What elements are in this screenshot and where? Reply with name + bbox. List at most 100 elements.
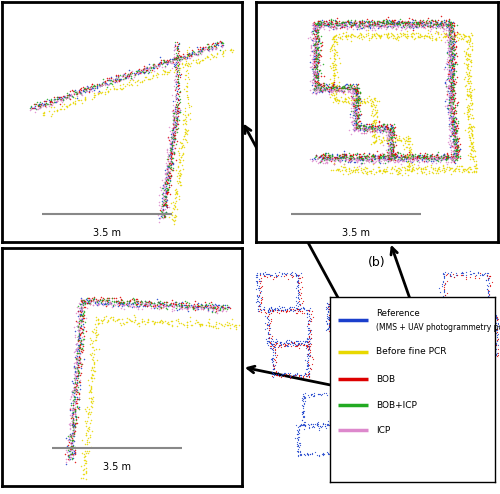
Point	[428, 153, 436, 161]
Point	[266, 303, 274, 311]
Point	[168, 57, 176, 65]
Point	[66, 450, 74, 457]
Point	[164, 59, 172, 67]
Point	[160, 200, 168, 207]
Point	[173, 189, 181, 197]
Point	[416, 19, 424, 27]
Point	[451, 317, 459, 325]
Point	[170, 54, 178, 62]
Point	[346, 80, 354, 88]
Point	[408, 340, 416, 348]
Point	[182, 53, 190, 61]
Point	[314, 40, 322, 48]
Point	[372, 101, 380, 109]
Point	[304, 356, 312, 364]
Point	[404, 171, 412, 179]
Point	[82, 419, 90, 427]
Point	[80, 335, 88, 343]
Point	[172, 93, 180, 101]
Point	[470, 348, 478, 356]
Point	[406, 363, 414, 370]
Point	[386, 321, 394, 329]
Point	[368, 157, 376, 165]
Point	[334, 332, 342, 340]
Point	[450, 82, 458, 90]
Point	[346, 157, 354, 165]
Point	[312, 75, 320, 82]
Point	[415, 407, 423, 414]
Point	[370, 131, 378, 139]
Point	[318, 86, 326, 94]
Point	[81, 459, 89, 467]
Point	[351, 85, 359, 93]
Point	[396, 397, 404, 405]
Point	[324, 300, 332, 308]
Point	[70, 406, 78, 413]
Point	[450, 125, 458, 133]
Point	[68, 413, 76, 421]
Point	[444, 18, 452, 26]
Point	[372, 158, 380, 165]
Point	[164, 175, 172, 183]
Point	[450, 313, 458, 321]
Point	[436, 154, 444, 162]
Point	[126, 302, 134, 310]
Point	[76, 353, 84, 361]
Point	[454, 165, 462, 173]
Point	[312, 57, 320, 65]
Point	[448, 27, 456, 35]
Point	[350, 18, 358, 26]
Point	[328, 36, 336, 43]
Point	[428, 404, 436, 412]
Point	[196, 321, 203, 329]
Point	[354, 156, 362, 164]
Point	[299, 419, 307, 427]
Point	[336, 17, 344, 25]
Point	[463, 371, 471, 379]
Point	[449, 26, 457, 34]
Point	[46, 98, 54, 106]
Point	[387, 165, 395, 173]
Point	[76, 327, 84, 335]
Point	[348, 327, 356, 335]
Point	[326, 311, 334, 319]
Point	[118, 71, 126, 79]
Point	[76, 311, 84, 319]
Point	[450, 335, 458, 343]
Point	[386, 430, 394, 438]
Point	[319, 60, 327, 68]
Point	[409, 19, 417, 27]
Point	[146, 297, 154, 305]
Point	[358, 420, 366, 428]
Point	[141, 297, 149, 305]
Point	[276, 371, 284, 379]
Point	[395, 18, 403, 26]
Point	[443, 405, 451, 413]
Point	[446, 75, 454, 82]
Point	[388, 121, 396, 129]
Point	[115, 298, 123, 306]
Point	[340, 420, 347, 428]
Point	[178, 55, 186, 63]
Point	[386, 314, 394, 322]
Point	[139, 68, 147, 76]
Point	[68, 409, 76, 417]
Point	[450, 129, 458, 137]
Point	[74, 374, 82, 382]
Point	[188, 50, 196, 58]
Point	[176, 95, 184, 103]
Point	[380, 21, 388, 29]
Point	[217, 320, 225, 328]
Point	[90, 343, 98, 351]
Point	[452, 126, 460, 134]
Point	[306, 328, 314, 336]
Point	[171, 41, 179, 48]
Point	[119, 299, 127, 307]
Point	[346, 33, 354, 41]
Point	[74, 356, 82, 364]
Point	[350, 85, 358, 93]
Point	[422, 155, 430, 163]
Point	[284, 275, 292, 283]
Point	[354, 312, 362, 320]
Point	[68, 410, 76, 418]
